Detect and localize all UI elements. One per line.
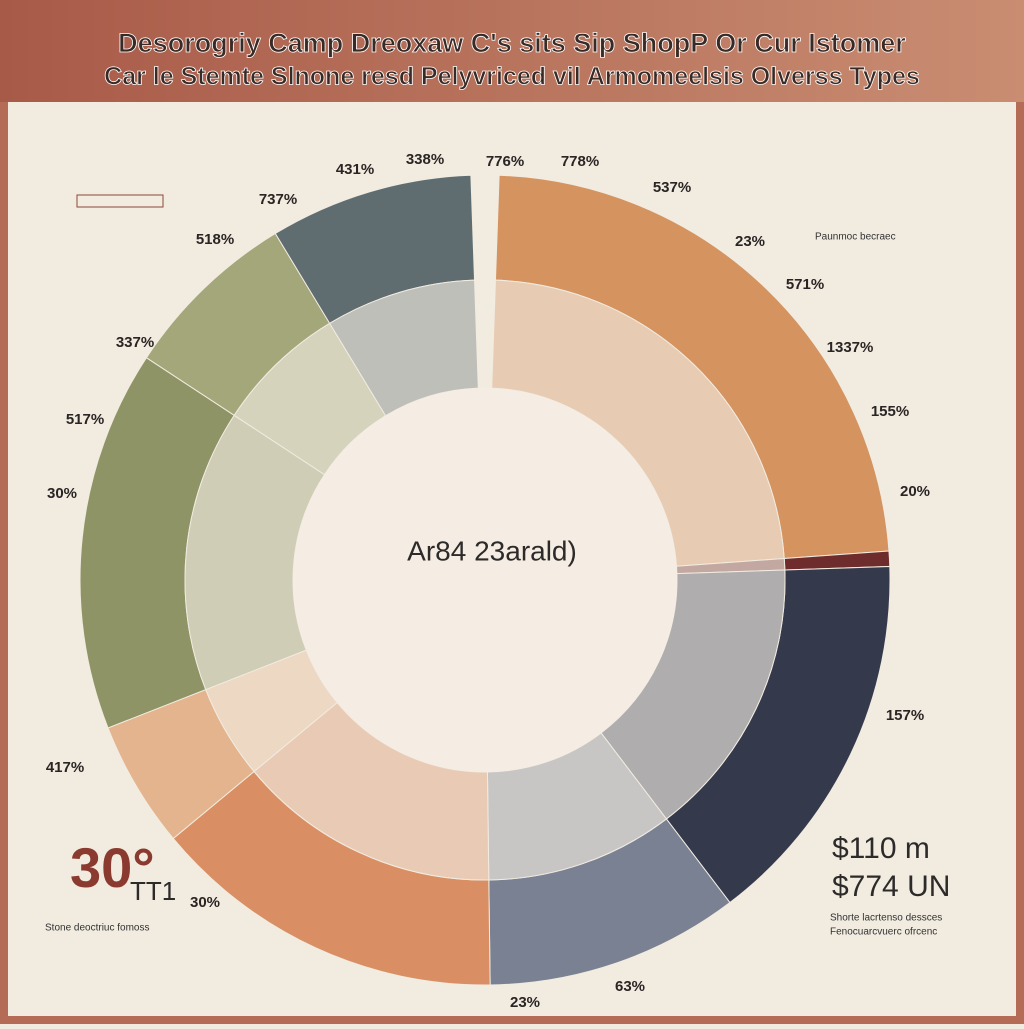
- callout: TT1: [130, 876, 176, 906]
- percent-label: 23%: [510, 994, 540, 1011]
- center-label: Ar84 23arald): [407, 535, 577, 566]
- big-callout: 30°: [70, 836, 155, 899]
- percent-label: 337%: [116, 334, 154, 351]
- callout: $110 m: [832, 832, 930, 865]
- percent-label: 737%: [259, 191, 297, 208]
- percent-label: 778%: [561, 153, 599, 170]
- percent-label: 23%: [735, 233, 765, 250]
- icon: [76, 194, 164, 208]
- donut: [79, 174, 891, 986]
- percent-label: 776%: [486, 153, 524, 170]
- center-disc: [293, 388, 677, 772]
- chart-subtitle: Car le Stemte Slnone resd Pelyvriced vil…: [104, 63, 920, 91]
- percent-label: 571%: [786, 276, 824, 293]
- percent-label: 63%: [615, 978, 645, 995]
- percent-label: 417%: [46, 759, 84, 776]
- percent-label: 517%: [66, 411, 104, 428]
- percent-label: 431%: [336, 161, 374, 178]
- percent-label: 518%: [196, 231, 234, 248]
- note: Paunmoc becraec: [815, 232, 896, 243]
- chart-title: Desorogriy Camp Dreoxaw C's sits Sip Sho…: [118, 28, 906, 58]
- callout: $774 UN: [832, 870, 950, 903]
- percent-label: 155%: [871, 403, 909, 420]
- percent-label: 338%: [406, 151, 444, 168]
- percent-label: 30%: [190, 894, 220, 911]
- note: Shorte lacrtenso dessces: [830, 913, 942, 924]
- header: [0, 0, 1024, 102]
- note: Fenocuarcvuerc ofrcenc: [830, 927, 937, 938]
- percent-label: 20%: [900, 483, 930, 500]
- percent-label: 30%: [47, 485, 77, 502]
- percent-label: 1337%: [827, 339, 874, 356]
- note: Stone deoctriuc fomoss: [45, 923, 150, 934]
- percent-label: 157%: [886, 707, 924, 724]
- percent-label: 537%: [653, 179, 691, 196]
